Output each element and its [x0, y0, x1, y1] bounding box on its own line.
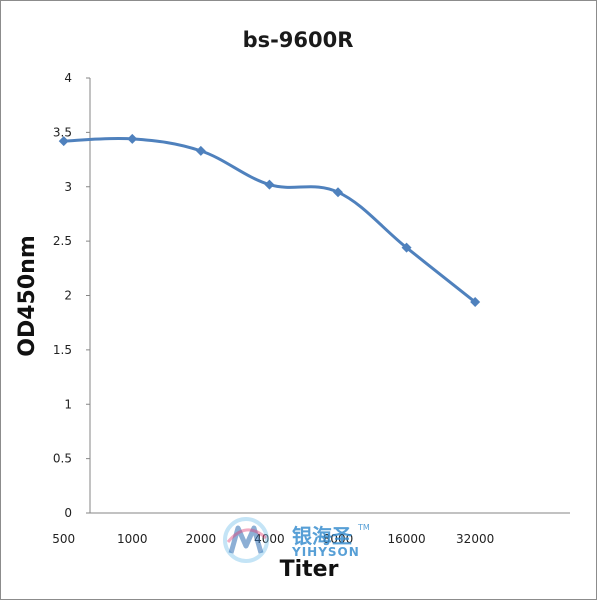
- y-tick-label: 0: [64, 506, 72, 520]
- y-tick-label: 0.5: [53, 452, 72, 466]
- x-tick-label: 500: [52, 532, 75, 546]
- y-tick-label: 2.5: [53, 234, 72, 248]
- x-tick-group: 500 1000 2000 4000 8000 16000 32000: [52, 532, 494, 546]
- data-point-marker: [264, 179, 275, 190]
- x-tick-label: 2000: [186, 532, 217, 546]
- y-tick-label: 2: [64, 289, 72, 303]
- y-tick-label: 3.5: [53, 125, 72, 139]
- x-tick-label: 16000: [387, 532, 425, 546]
- x-tick-label: 32000: [456, 532, 494, 546]
- x-tick-label: 4000: [254, 532, 285, 546]
- y-tick-label: 1.5: [53, 343, 72, 357]
- y-tick-label: 3: [64, 180, 72, 194]
- chart-title: bs-9600R: [243, 28, 354, 52]
- data-point-marker: [58, 136, 69, 147]
- data-point-marker: [195, 145, 206, 156]
- y-tick-label: 1: [64, 397, 72, 411]
- y-axis-title: OD450nm: [15, 235, 40, 356]
- series-group: [58, 133, 481, 308]
- data-point-marker: [470, 297, 481, 308]
- watermark-name-cn: 银海圣: [292, 524, 353, 548]
- y-tick-label: 4: [64, 71, 72, 85]
- x-axis-title: Titer: [280, 557, 339, 582]
- data-point-marker: [401, 242, 412, 253]
- x-tick-label: 1000: [117, 532, 148, 546]
- watermark-logo: 银海圣 TM YIHYSON: [223, 517, 370, 563]
- series-line: [63, 136, 477, 304]
- y-tick-group: 0 0.5 1 1.5 2 2.5 3 3.5 4: [53, 71, 90, 520]
- data-point-marker: [127, 133, 138, 144]
- data-point-marker: [333, 187, 343, 198]
- watermark-name-en: YIHYSON: [291, 545, 360, 559]
- watermark-tm: TM: [357, 523, 370, 532]
- x-tick-label: 8000: [323, 532, 354, 546]
